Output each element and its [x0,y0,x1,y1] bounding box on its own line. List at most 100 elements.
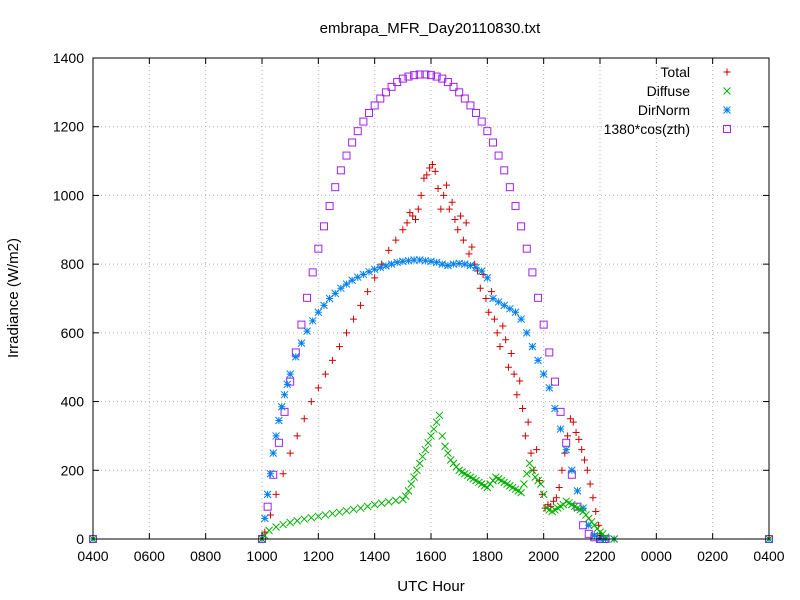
data-point [504,363,512,371]
data-point [427,432,435,440]
data-point [539,370,548,378]
data-point [536,480,545,488]
data-point [511,202,520,211]
data-point [357,301,365,309]
data-point [348,276,356,285]
data-point [550,377,559,386]
ticks: 0400 0600 0800 1000 1200 1400 1600 1800 2000 2200… [53,50,785,564]
y-tick-label: 200 [61,462,85,478]
data-point [483,127,492,136]
data-point [460,260,469,268]
data-point [413,466,421,475]
data-point [440,191,448,199]
y-axis-label: Irradiance (W/m2) [5,238,22,358]
data-point [314,244,323,253]
x-tick-label: 0400 [77,548,108,564]
data-point [300,515,309,523]
data-point [407,480,416,488]
x-tick-label: 0400 [753,548,784,564]
data-point [398,74,407,83]
data-point [457,212,465,220]
data-point [353,273,362,282]
data-point [297,320,306,329]
y-tick-label: 0 [76,531,84,547]
data-point [466,101,475,110]
data-point [293,516,302,525]
data-point [266,469,275,478]
data-point [579,504,587,512]
data-point [438,432,447,440]
data-point [429,425,438,433]
data-point [530,466,538,474]
data-point [567,466,576,475]
data-point [399,226,407,234]
data-point [280,390,289,399]
data-point [300,415,308,423]
data-point [517,315,525,323]
data-point [592,508,600,516]
data-point [320,301,328,310]
data-point [421,70,430,79]
data-point [494,298,503,306]
data-point [308,316,317,325]
data-point [431,167,439,175]
data-point [412,215,420,223]
data-point [528,466,537,475]
data-point [370,500,379,509]
data-point [533,446,541,454]
data-point [528,342,537,351]
y-tick-label: 400 [61,394,85,410]
data-point [466,261,475,270]
data-point [434,185,442,193]
data-point [525,459,534,468]
data-point [578,446,586,454]
data-point [552,494,560,502]
data-point [393,258,402,267]
data-point [482,295,490,302]
data-point [472,263,480,272]
data-point [583,466,591,474]
data-point [403,219,411,227]
legend-marker [723,68,731,76]
data-point [392,236,400,244]
data-point [314,512,323,521]
data-point [490,315,498,323]
data-point [342,506,351,515]
data-point [521,432,529,440]
data-point [293,432,301,440]
data-point [455,259,464,268]
data-point [272,490,280,498]
data-point [493,329,501,337]
data-point [404,256,413,265]
data-point [391,496,400,505]
data-point [263,490,272,499]
data-point [370,101,379,110]
legend-marker [723,125,731,133]
data-point [477,117,486,126]
x-tick-label: 1600 [415,548,446,564]
data-point [442,181,450,189]
data-point [432,258,441,267]
data-point [516,377,524,385]
data-point [511,308,520,317]
data-point [485,308,493,316]
data-point [427,257,435,266]
data-point [415,70,424,79]
data-point [562,445,571,454]
data-point [291,353,300,361]
data-point [444,261,452,270]
data-point [432,418,441,427]
data-point [437,205,445,213]
data-point [359,270,368,279]
data-point [522,244,531,253]
data-point [335,343,343,351]
data-point [601,533,610,542]
data-point [263,502,272,511]
data-point [483,274,492,282]
x-tick-label: 0800 [190,548,221,564]
x-tick-label: 2000 [528,548,559,564]
x-tick-label: 1000 [246,548,277,564]
data-point [459,236,467,244]
data-point [488,138,497,147]
data-point [558,466,566,474]
